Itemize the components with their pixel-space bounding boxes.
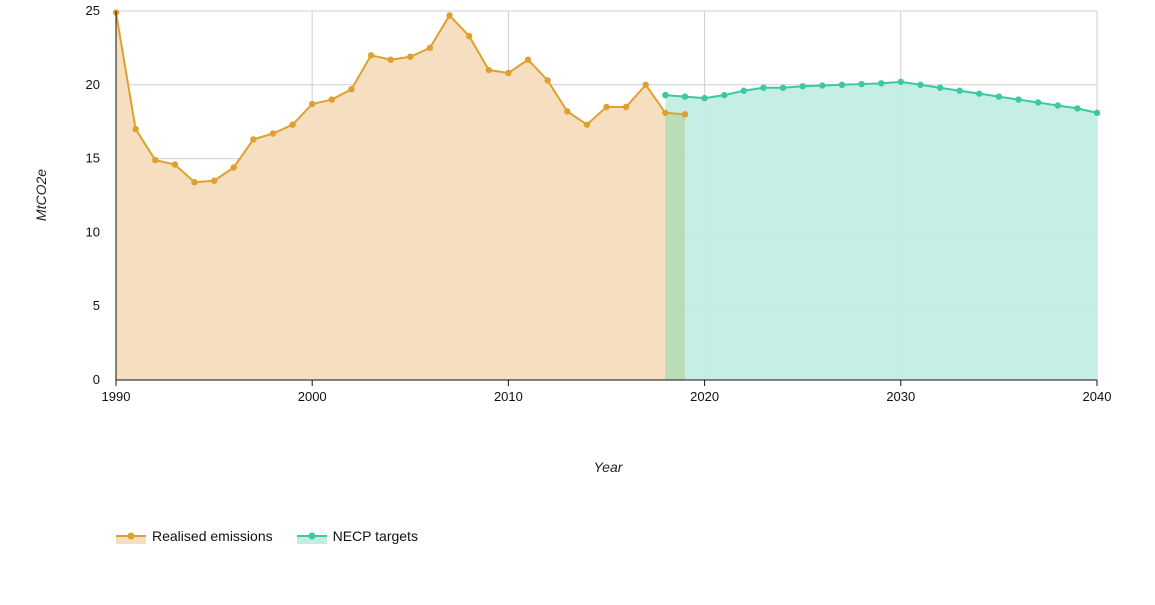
data-point-0[interactable] bbox=[583, 121, 591, 128]
legend-swatch-realised bbox=[116, 528, 146, 544]
x-tick-label: 2040 bbox=[1083, 389, 1112, 404]
data-point-0[interactable] bbox=[191, 179, 198, 186]
data-point-1[interactable] bbox=[740, 87, 748, 94]
data-point-0[interactable] bbox=[132, 125, 139, 133]
series-area-1 bbox=[665, 81, 1097, 381]
data-point-1[interactable] bbox=[760, 84, 767, 91]
areas bbox=[116, 12, 1097, 381]
data-point-0[interactable] bbox=[210, 177, 218, 184]
data-point-0[interactable] bbox=[622, 103, 630, 111]
y-tick-label: 10 bbox=[86, 224, 100, 239]
legend-label-necp: NECP targets bbox=[332, 528, 418, 544]
data-point-0[interactable] bbox=[603, 103, 610, 111]
data-point-1[interactable] bbox=[917, 81, 924, 89]
x-tick-label: 2020 bbox=[690, 389, 719, 404]
data-point-1[interactable] bbox=[799, 83, 806, 90]
data-point-0[interactable] bbox=[681, 111, 689, 118]
data-point-1[interactable] bbox=[976, 90, 983, 97]
axes: 0 5 10 15 20 25 1990 2000 2010 2020 2030 2040 bbox=[86, 3, 1112, 404]
data-point-1[interactable] bbox=[819, 82, 826, 89]
data-point-0[interactable] bbox=[230, 164, 237, 171]
data-point-1[interactable] bbox=[1074, 105, 1081, 112]
legend-item-necp[interactable]: NECP targets bbox=[296, 528, 418, 544]
data-point-1[interactable] bbox=[1034, 99, 1042, 106]
data-point-1[interactable] bbox=[1054, 102, 1061, 109]
y-tick-label: 5 bbox=[93, 298, 100, 313]
data-point-0[interactable] bbox=[485, 66, 492, 74]
data-point-1[interactable] bbox=[995, 93, 1003, 100]
data-point-0[interactable] bbox=[309, 100, 316, 108]
y-tick-label: 15 bbox=[86, 151, 100, 166]
data-point-1[interactable] bbox=[838, 81, 846, 89]
y-tick-label: 0 bbox=[93, 372, 100, 387]
points bbox=[112, 9, 1101, 186]
data-point-0[interactable] bbox=[387, 56, 394, 63]
data-point-1[interactable] bbox=[779, 84, 787, 91]
data-point-0[interactable] bbox=[524, 56, 532, 63]
data-point-1[interactable] bbox=[877, 80, 885, 87]
data-point-0[interactable] bbox=[505, 69, 512, 77]
legend-item-realised[interactable]: Realised emissions bbox=[116, 528, 273, 544]
series-line-0 bbox=[115, 12, 686, 184]
data-point-1[interactable] bbox=[1093, 109, 1101, 117]
data-point-0[interactable] bbox=[171, 161, 179, 168]
data-point-0[interactable] bbox=[465, 32, 473, 40]
series-overlap-area bbox=[665, 112, 685, 381]
data-point-1[interactable] bbox=[662, 91, 669, 99]
data-point-0[interactable] bbox=[544, 77, 551, 84]
data-point-0[interactable] bbox=[289, 121, 296, 128]
data-point-1[interactable] bbox=[701, 94, 708, 102]
data-point-0[interactable] bbox=[426, 44, 434, 52]
data-point-1[interactable] bbox=[897, 78, 904, 86]
y-tick-label: 20 bbox=[86, 77, 100, 92]
data-point-1[interactable] bbox=[956, 87, 963, 94]
legend: Realised emissions NECP targets bbox=[116, 528, 418, 544]
data-point-0[interactable] bbox=[269, 130, 277, 137]
data-point-0[interactable] bbox=[367, 52, 375, 59]
x-axis-title: Year bbox=[594, 459, 624, 475]
data-point-1[interactable] bbox=[936, 84, 944, 91]
x-tick-label: 2030 bbox=[886, 389, 915, 404]
legend-label-realised: Realised emissions bbox=[152, 528, 273, 544]
data-point-0[interactable] bbox=[446, 12, 453, 19]
data-point-0[interactable] bbox=[250, 136, 257, 143]
data-point-0[interactable] bbox=[328, 96, 336, 103]
data-point-0[interactable] bbox=[348, 86, 355, 93]
x-tick-label: 1990 bbox=[102, 389, 131, 404]
x-tick-label: 2000 bbox=[298, 389, 327, 404]
data-point-1[interactable] bbox=[1015, 96, 1022, 103]
data-point-0[interactable] bbox=[564, 108, 571, 115]
y-axis-title: MtCO2e bbox=[33, 169, 49, 221]
x-tick-label: 2010 bbox=[494, 389, 523, 404]
data-point-0[interactable] bbox=[152, 156, 159, 164]
y-tick-label: 25 bbox=[86, 3, 100, 18]
series-area-0 bbox=[116, 12, 685, 380]
legend-swatch-necp bbox=[296, 528, 327, 544]
data-point-0[interactable] bbox=[662, 109, 669, 117]
data-point-0[interactable] bbox=[407, 53, 414, 60]
data-point-1[interactable] bbox=[858, 80, 865, 88]
data-point-1[interactable] bbox=[721, 91, 728, 99]
data-point-0[interactable] bbox=[642, 81, 649, 89]
data-point-1[interactable] bbox=[681, 93, 689, 100]
